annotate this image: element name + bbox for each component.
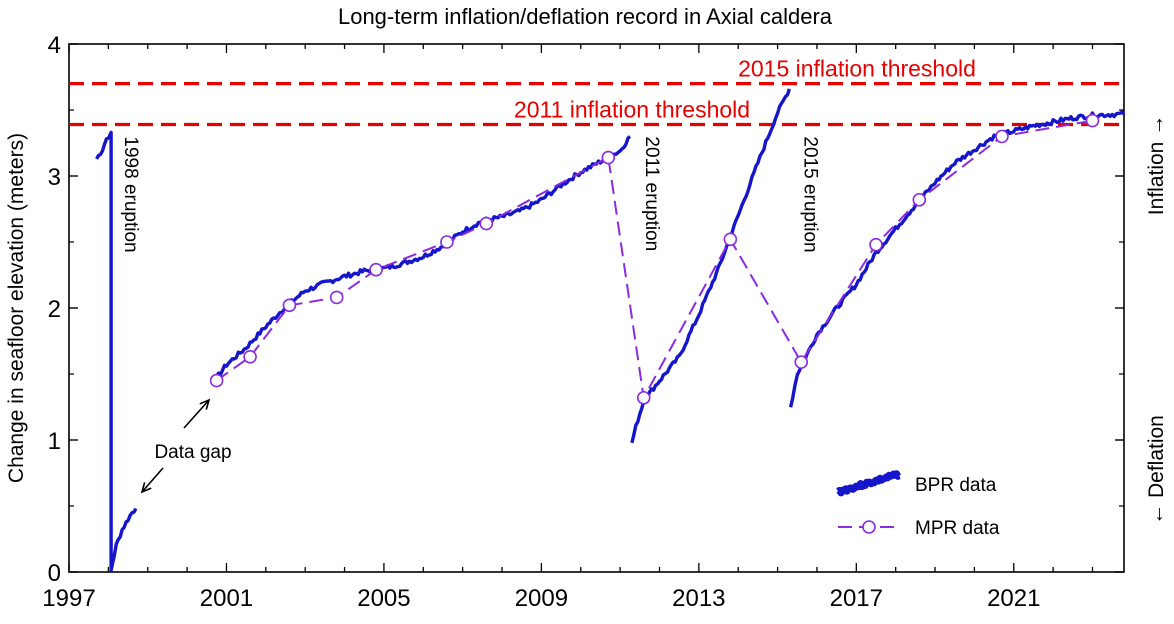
- x-tick-label: 2021: [987, 585, 1040, 612]
- mpr-series-line: [216, 119, 1093, 401]
- x-tick-label: 2013: [672, 585, 725, 612]
- data-gap-label: Data gap: [154, 442, 231, 463]
- mpr-point: [440, 235, 454, 249]
- inflation-label: Inflation →: [1145, 115, 1168, 215]
- mpr-point: [243, 350, 257, 364]
- y-tick-label: 4: [48, 32, 61, 59]
- mpr-point: [794, 355, 809, 369]
- data-gap-arrow-up-head: [199, 398, 211, 410]
- bpr-series-line: [95, 130, 138, 572]
- bpr-series-line: [788, 110, 1126, 408]
- eruption-label: 1998 eruption: [120, 136, 141, 252]
- threshold-label: 2015 inflation threshold: [738, 56, 976, 82]
- y-axis-label: Change in seafloor elevation (meters): [5, 133, 28, 483]
- mpr-point: [329, 290, 344, 305]
- y-tick-label: 2: [48, 296, 61, 323]
- data-gap-arrow-up: [183, 399, 210, 429]
- mpr-point: [869, 237, 883, 252]
- eruption-label: 2015 eruption: [800, 136, 821, 252]
- y-tick-label: 1: [48, 428, 61, 455]
- data-gap-arrow-down: [141, 467, 164, 493]
- legend: BPR data MPR data: [836, 470, 1000, 539]
- mpr-point: [723, 232, 738, 247]
- mpr-point: [282, 298, 297, 313]
- y-tick-label: 3: [48, 164, 61, 191]
- mpr-point: [995, 129, 1009, 144]
- mpr-point: [601, 150, 616, 165]
- legend-bpr-swatch: [836, 470, 902, 497]
- chart-title: Long-term inflation/deflation record in …: [338, 4, 833, 29]
- bpr-series-line: [213, 135, 632, 384]
- mpr-point: [912, 192, 927, 207]
- legend-bpr-label: BPR data: [915, 475, 997, 496]
- legend-mpr-marker: [862, 520, 876, 534]
- threshold-label: 2011 inflation threshold: [514, 97, 750, 123]
- x-tick-label: 2017: [830, 585, 883, 612]
- x-tick-label: 2009: [515, 585, 568, 612]
- mpr-point: [209, 373, 224, 388]
- eruption-label: 2011 eruption: [641, 136, 662, 251]
- data-gap-arrow-down-head: [140, 482, 152, 494]
- bpr-series-line: [630, 88, 792, 444]
- legend-mpr-label: MPR data: [915, 518, 1000, 539]
- mpr-point: [1085, 113, 1100, 128]
- mpr-point: [369, 262, 383, 277]
- x-tick-label: 2001: [200, 585, 253, 612]
- x-tick-label: 2005: [357, 585, 410, 612]
- y-tick-label: 0: [48, 560, 61, 587]
- plot-area: 0 1 2 3 4 1997 2001 2005 2009 2013 2017 2021 2015 in…: [42, 32, 1126, 612]
- deflation-label: ← Deflation: [1145, 415, 1168, 525]
- mpr-point: [479, 216, 494, 231]
- mpr-point: [636, 390, 651, 405]
- x-tick-label: 1997: [42, 585, 95, 612]
